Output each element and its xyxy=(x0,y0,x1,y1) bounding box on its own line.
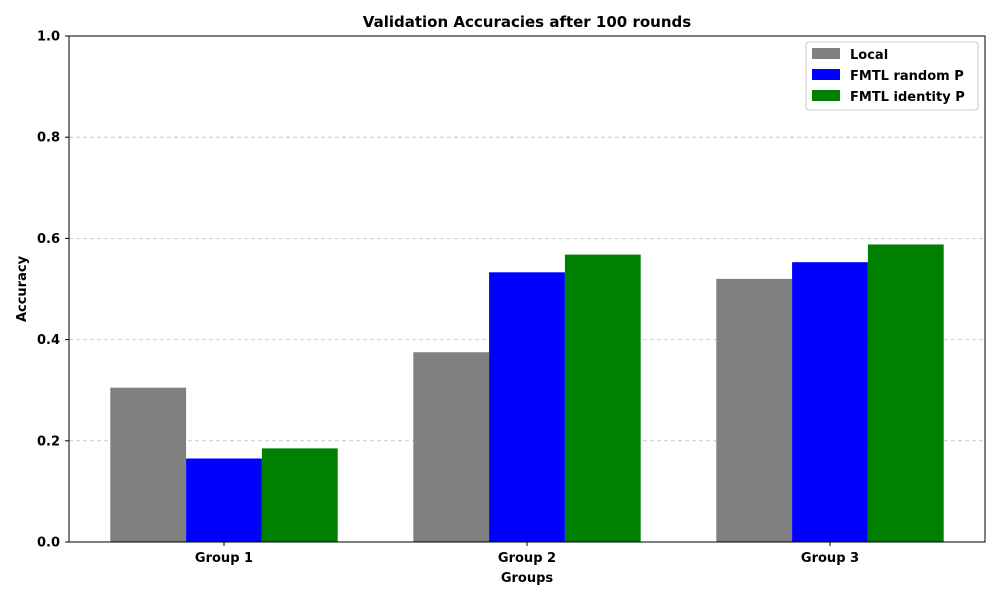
y-ticks: 0.0 0.2 0.4 0.6 0.8 1.0 xyxy=(37,30,69,551)
bar-fmtl-random-p-group-3 xyxy=(792,262,868,542)
legend-swatch xyxy=(812,48,840,59)
bar-fmtl-random-p-group-1 xyxy=(186,458,262,542)
y-axis-label: Accuracy xyxy=(15,255,30,322)
legend-label: FMTL random P xyxy=(850,69,964,84)
bar-fmtl-identity-p-group-3 xyxy=(867,244,944,543)
bar-local-group-3 xyxy=(716,278,793,542)
chart-title: Validation Accuracies after 100 rounds xyxy=(363,13,691,31)
y-tick-label: 0.6 xyxy=(37,232,60,247)
bar-fmtl-random-p-group-2 xyxy=(489,272,565,542)
y-tick-label: 0.8 xyxy=(37,131,60,146)
bar-local-group-1 xyxy=(110,387,187,542)
legend-box xyxy=(805,41,979,111)
legend-label: FMTL identity P xyxy=(850,90,965,105)
y-tick-label: 0.2 xyxy=(37,434,60,449)
x-axis-label: Groups xyxy=(501,571,554,586)
y-tick-label: 0.0 xyxy=(37,536,60,551)
legend: Local FMTL random P FMTL identity P xyxy=(805,41,979,111)
legend-swatch xyxy=(812,69,840,80)
legend-swatch xyxy=(812,90,840,101)
x-tick-label: Group 3 xyxy=(801,551,859,566)
x-tick-label: Group 2 xyxy=(498,551,556,566)
x-ticks: Group 1 Group 2 Group 3 xyxy=(195,542,859,566)
y-tick-label: 1.0 xyxy=(37,30,60,45)
bar-local-group-2 xyxy=(413,352,490,542)
x-tick-label: Group 1 xyxy=(195,551,253,566)
bar-fmtl-identity-p-group-2 xyxy=(564,254,641,543)
bar-fmtl-identity-p-group-1 xyxy=(261,448,338,542)
legend-label: Local xyxy=(850,48,888,63)
y-tick-label: 0.4 xyxy=(37,333,60,348)
bars xyxy=(110,244,944,543)
